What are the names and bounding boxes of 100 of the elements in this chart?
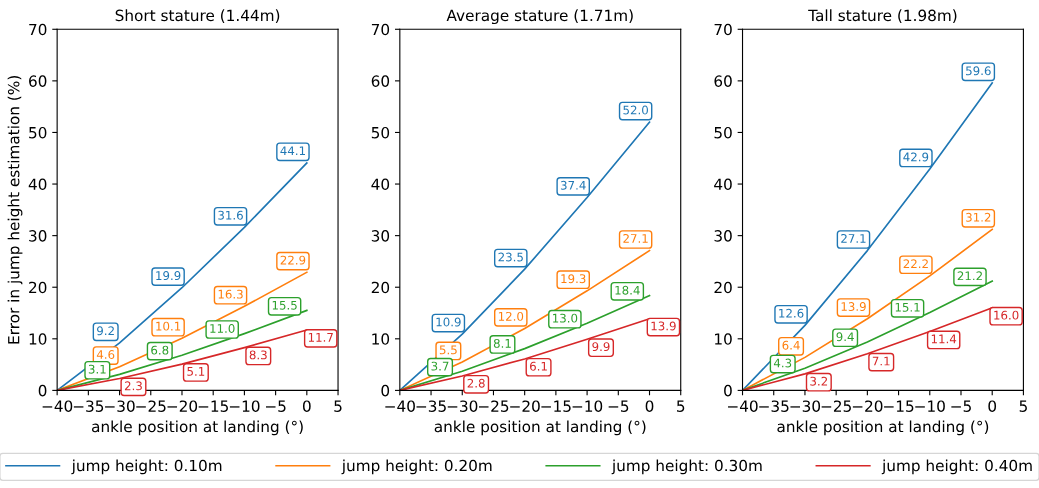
- data-label: 19.3: [561, 274, 586, 284]
- x-tick-label: −30: [790, 400, 821, 412]
- chart-title: Average stature (1.71m): [446, 9, 633, 25]
- data-label: 5.5: [439, 345, 457, 355]
- x-tick-label: −35: [759, 400, 789, 412]
- data-label: 6.1: [530, 361, 547, 371]
- x-tick-label: −25: [478, 400, 509, 412]
- x-tick-label: −15: [198, 400, 228, 412]
- x-tick-label: 0: [302, 400, 311, 412]
- y-tick-label: 0: [38, 384, 47, 397]
- x-tick-label: −10: [572, 400, 603, 412]
- data-label: 2.8: [467, 378, 485, 388]
- data-label: 11.0: [210, 323, 235, 333]
- y-tick-label: 10: [372, 333, 390, 345]
- y-tick-label: 40: [28, 178, 47, 191]
- legend-label: jump height: 0.40m: [881, 459, 1032, 475]
- data-label: 59.6: [966, 66, 991, 76]
- y-tick-label: 60: [714, 75, 732, 87]
- y-tick-label: 20: [371, 281, 390, 294]
- x-tick-label: −40: [42, 400, 73, 412]
- data-label: 13.0: [553, 313, 578, 323]
- data-label: 9.2: [97, 326, 114, 336]
- data-label: 9.9: [592, 342, 610, 352]
- y-tick-label: 40: [714, 178, 732, 191]
- data-label: 3.2: [810, 376, 828, 386]
- x-tick-label: −20: [167, 400, 198, 412]
- data-label: 21.2: [957, 271, 982, 281]
- x-tick-label: 0: [988, 400, 997, 412]
- data-label: 18.4: [615, 285, 640, 295]
- y-tick-label: 50: [371, 126, 390, 139]
- data-label: 5.1: [187, 367, 205, 376]
- data-label: 27.1: [623, 233, 648, 243]
- y-tick-label: 0: [724, 384, 732, 397]
- y-tick-label: 50: [29, 126, 47, 139]
- x-tick-label: −5: [951, 400, 971, 412]
- x-tick-label: −5: [265, 400, 286, 412]
- data-label: 27.1: [841, 233, 866, 243]
- y-axis-title: Error in jump height estimation (%): [7, 76, 23, 344]
- legend-label: jump height: 0.10m: [71, 459, 222, 475]
- data-label: 3.7: [431, 361, 449, 371]
- x-axis-title: ankle position at landing (°): [777, 420, 989, 436]
- data-label: 31.6: [218, 210, 243, 220]
- y-tick-label: 10: [715, 333, 732, 345]
- data-label: 3.1: [88, 364, 106, 374]
- chart-title: Short stature (1.44m): [115, 9, 280, 23]
- data-label: 8.1: [493, 338, 511, 348]
- x-axis-title: ankle position at landing (°): [434, 420, 646, 436]
- data-label: 22.9: [280, 255, 306, 265]
- x-tick-label: −30: [105, 400, 135, 412]
- x-tick-label: 5: [677, 400, 685, 412]
- data-label: 6.4: [782, 340, 800, 350]
- data-label: 2.3: [124, 381, 142, 391]
- data-label: 11.7: [308, 333, 333, 342]
- x-tick-label: 5: [334, 400, 342, 412]
- y-tick-label: 70: [371, 23, 390, 36]
- x-tick-label: −35: [416, 400, 446, 412]
- y-tick-label: 70: [29, 23, 47, 36]
- data-label: 19.9: [156, 271, 181, 281]
- x-tick-label: −20: [510, 400, 540, 412]
- data-label: 44.1: [280, 146, 305, 156]
- data-label: 15.1: [895, 302, 920, 312]
- x-tick-label: −10: [229, 400, 260, 412]
- data-label: 7.1: [872, 356, 890, 366]
- x-tick-label: −40: [728, 400, 758, 412]
- data-label: 31.2: [966, 212, 991, 222]
- x-tick-label: −40: [385, 400, 415, 412]
- y-tick-label: 10: [29, 333, 47, 345]
- data-label: 22.2: [903, 259, 928, 269]
- y-tick-label: 20: [714, 281, 732, 294]
- data-label: 12.6: [779, 308, 804, 318]
- data-label: 6.8: [151, 345, 169, 355]
- y-tick-label: 70: [714, 23, 732, 36]
- y-tick-label: 60: [29, 75, 47, 87]
- x-axis-title: ankle position at landing (°): [92, 420, 303, 436]
- data-label: 52.0: [623, 105, 648, 115]
- data-label: 16.3: [218, 289, 243, 299]
- data-label: 42.9: [903, 152, 929, 162]
- x-tick-label: −30: [447, 400, 478, 412]
- x-tick-label: −10: [915, 400, 945, 412]
- x-tick-label: −5: [608, 400, 629, 412]
- data-label: 15.5: [272, 300, 297, 310]
- x-tick-label: 0: [645, 400, 654, 412]
- data-label: 23.5: [498, 252, 523, 262]
- x-tick-label: −15: [884, 400, 914, 412]
- y-tick-label: 30: [714, 230, 732, 242]
- chart-title: Tall stature (1.98m): [808, 9, 957, 23]
- x-tick-label: 5: [1019, 400, 1027, 412]
- y-tick-label: 30: [29, 230, 47, 242]
- y-tick-label: 40: [371, 178, 390, 191]
- x-tick-label: −15: [541, 400, 571, 412]
- data-label: 13.9: [841, 302, 866, 312]
- legend-label: jump height: 0.20m: [341, 459, 492, 475]
- y-tick-label: 30: [371, 230, 390, 242]
- y-tick-label: 50: [714, 126, 732, 139]
- data-label: 10.9: [436, 317, 461, 327]
- data-label: 37.4: [560, 180, 586, 190]
- y-tick-label: 20: [29, 281, 47, 294]
- x-tick-label: −25: [821, 400, 851, 412]
- x-tick-label: −25: [136, 400, 166, 412]
- data-label: 16.0: [994, 310, 1019, 320]
